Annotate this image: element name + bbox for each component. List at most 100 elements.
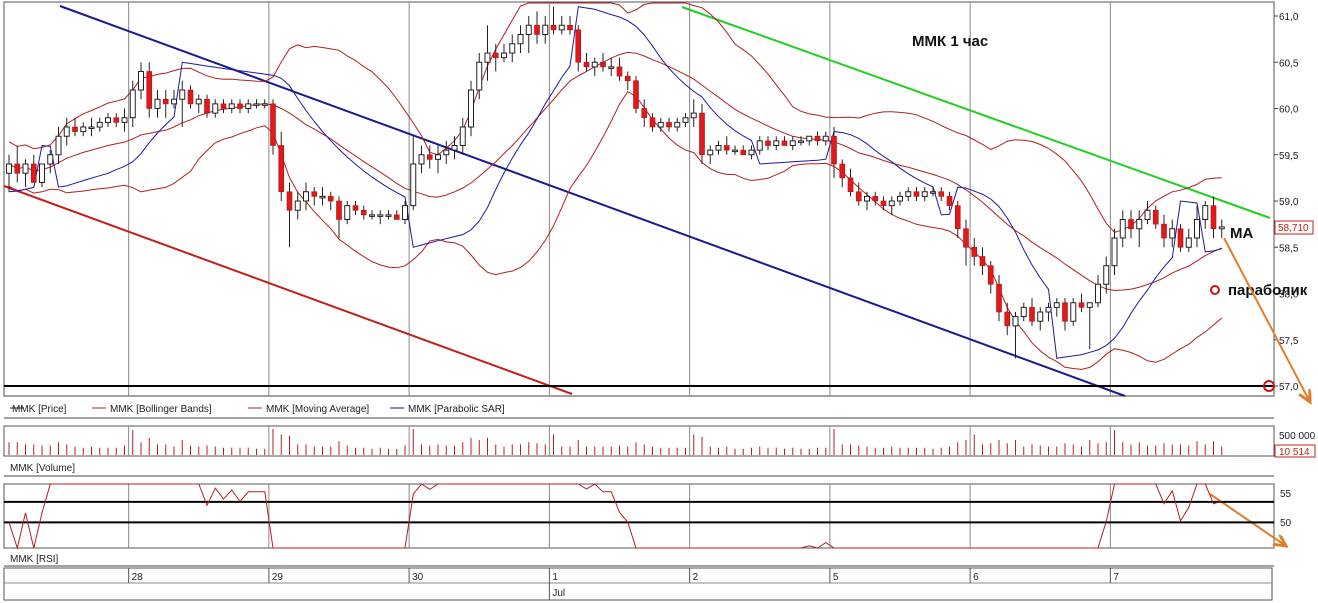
candle-body-down — [187, 89, 194, 105]
candle-body-down — [946, 196, 953, 206]
candle-body-down — [278, 145, 285, 193]
candle-body-down — [641, 108, 648, 119]
candle — [938, 187, 945, 201]
candle-body-down — [847, 177, 854, 193]
candle — [369, 210, 375, 220]
candle-body-down — [567, 24, 573, 31]
candles — [6, 6, 1225, 359]
candle-body-down — [1152, 209, 1159, 225]
candle — [641, 99, 648, 127]
candle-body-down — [971, 246, 978, 257]
candle — [1111, 228, 1118, 275]
candle — [443, 140, 450, 164]
parabolic-sar — [8, 6, 1222, 359]
date-label: 6 — [973, 572, 979, 583]
candle — [253, 99, 260, 109]
candle-body-down — [327, 196, 334, 202]
date-axis: 28 29 30 1 Jul 2 5 6 7 — [128, 568, 1119, 600]
candle — [47, 150, 54, 174]
candle — [501, 43, 507, 63]
candle — [484, 25, 491, 81]
candle-body-up — [773, 140, 780, 146]
candle-body-up — [212, 103, 219, 114]
candle — [517, 25, 524, 53]
candle — [567, 16, 573, 35]
candle-body-up — [1053, 302, 1060, 308]
candle — [344, 201, 351, 225]
candle — [1202, 201, 1209, 229]
candle — [1136, 210, 1143, 248]
candle — [1169, 219, 1176, 248]
candle — [187, 85, 194, 109]
rsi-title: MMK [RSI] — [10, 554, 59, 565]
candle — [666, 117, 672, 132]
candle — [509, 34, 516, 63]
candle — [748, 145, 755, 160]
candle — [699, 103, 705, 164]
candle — [220, 99, 227, 114]
candle-body-up — [756, 140, 763, 151]
date-label: 28 — [132, 572, 144, 583]
candle — [1177, 224, 1184, 252]
price-tick-label: 59,0 — [1279, 197, 1299, 208]
candle-body-down — [987, 265, 994, 285]
date-label: 30 — [412, 572, 424, 583]
candle-body-up — [657, 121, 664, 128]
candle — [1037, 307, 1044, 331]
candle-body-up — [1103, 265, 1110, 285]
candle — [393, 210, 400, 220]
candle — [814, 131, 821, 146]
candle-body-down — [938, 191, 945, 197]
candle — [88, 117, 95, 137]
candle-body-down — [270, 103, 276, 146]
candle-body-up — [418, 154, 425, 165]
bollinger-upper — [8, 2, 1222, 233]
candle — [707, 145, 714, 164]
candle — [971, 238, 978, 266]
candle-body-down — [1004, 311, 1011, 327]
candle-body-down — [831, 135, 837, 165]
month-label: Jul — [552, 588, 565, 599]
candle-body-up — [63, 126, 70, 137]
volume-title: MMK [Volume] — [10, 463, 75, 474]
candle — [583, 53, 590, 72]
candle-body-up — [484, 52, 491, 63]
candle — [14, 145, 21, 183]
candle-body-down — [113, 117, 120, 123]
candle-body-up — [501, 52, 507, 59]
ma-annotation: MA — [1230, 225, 1253, 242]
candle-body-down — [666, 122, 672, 128]
candle — [121, 108, 128, 132]
rsi-line — [4, 483, 1274, 550]
candle-body-up — [748, 149, 755, 156]
legend-label: MMK [Bollinger Bands] — [110, 404, 212, 415]
candle-body-up — [459, 126, 466, 146]
candle — [732, 145, 738, 155]
candle-body-down — [426, 154, 433, 160]
candle-body-up — [228, 103, 235, 109]
candle — [715, 140, 722, 155]
candle — [864, 191, 870, 211]
candle — [327, 191, 334, 211]
candle-body-up — [195, 98, 202, 105]
candle-body-up — [690, 112, 697, 119]
candle-body-up — [402, 205, 408, 220]
candle — [1004, 302, 1011, 336]
candle — [55, 127, 62, 164]
price-tick-label: 57,0 — [1279, 382, 1299, 393]
candle-body-up — [1169, 228, 1176, 239]
candle — [1185, 228, 1192, 252]
candle-body-down — [336, 200, 342, 220]
candle — [492, 43, 499, 72]
candle — [237, 99, 243, 114]
candle-body-up — [138, 71, 144, 91]
candle-body-down — [1029, 307, 1035, 322]
candle — [80, 122, 87, 137]
volume-last-label: 10 514 — [1279, 447, 1310, 458]
candle-body-up — [47, 154, 54, 165]
psar-marker — [1210, 285, 1220, 295]
candle-body-down — [30, 163, 37, 183]
candle-body-down — [146, 71, 153, 109]
legend-label: MMK [Parabolic SAR] — [408, 404, 505, 415]
